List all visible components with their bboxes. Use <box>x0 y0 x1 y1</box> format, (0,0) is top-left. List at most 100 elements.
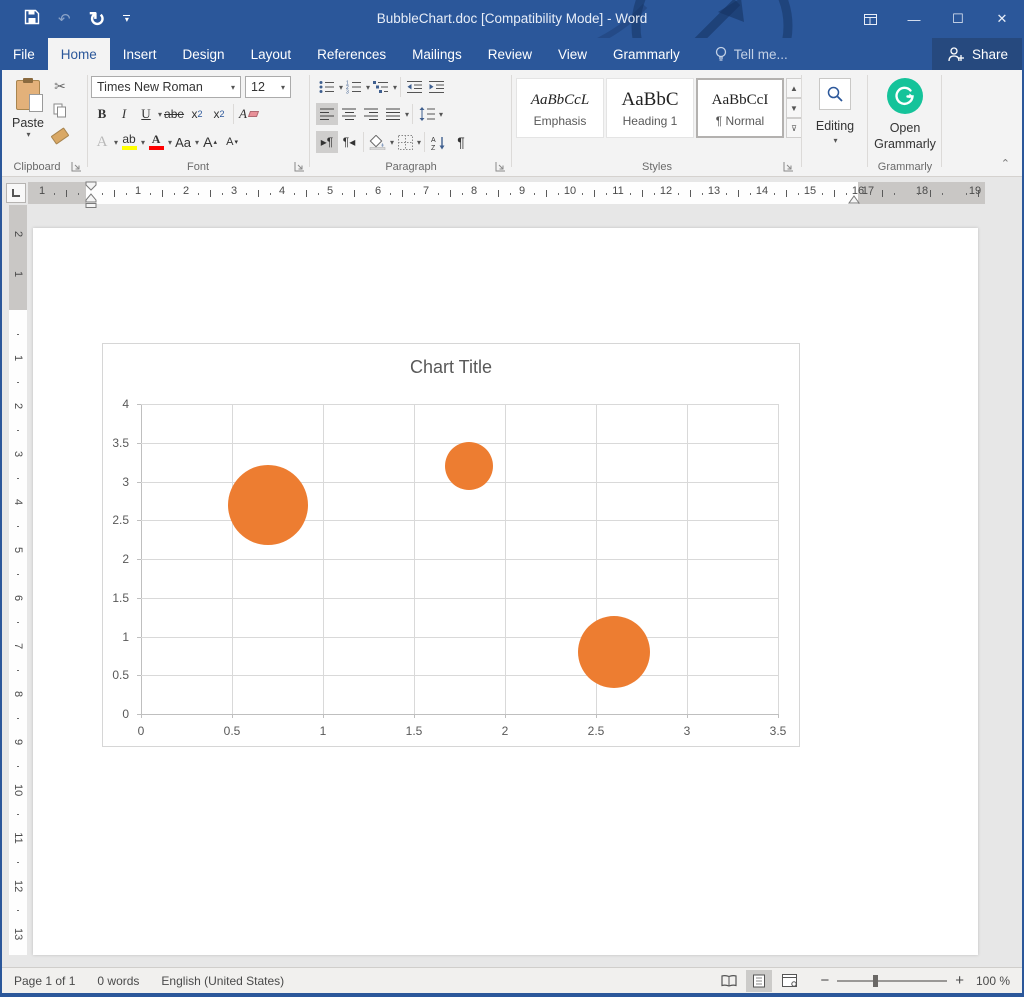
change-case-button[interactable]: Aa <box>175 134 191 150</box>
show-paragraph-marks-icon[interactable]: ¶ <box>457 134 465 150</box>
tab-references[interactable]: References <box>317 46 387 62</box>
chevron-down-icon[interactable]: ▾ <box>230 82 235 92</box>
editing-dropdown-arrow[interactable]: ▾ <box>833 136 838 145</box>
customize-quick-access-icon[interactable]: ▾ <box>123 15 131 24</box>
font-color-dropdown-arrow[interactable]: ▾ <box>168 137 173 147</box>
align-left-icon[interactable] <box>316 103 338 125</box>
numbering-dropdown-arrow[interactable]: ▾ <box>366 82 371 92</box>
tab-review[interactable]: Review <box>487 46 532 62</box>
tab-mailings[interactable]: Mailings <box>412 46 462 62</box>
zoom-level[interactable]: 100 % <box>975 973 1010 988</box>
line-spacing-icon[interactable] <box>416 103 438 125</box>
web-layout-icon[interactable] <box>776 970 802 992</box>
zoom-out-icon[interactable]: − <box>820 972 830 989</box>
underline-dropdown-arrow[interactable]: ▾ <box>158 109 163 119</box>
language-indicator[interactable]: English (United States) <box>161 973 285 988</box>
text-effects-dropdown-arrow[interactable]: ▾ <box>114 137 119 147</box>
grow-font-button[interactable]: A ▴ <box>203 134 217 150</box>
tab-design[interactable]: Design <box>182 46 225 62</box>
share-button[interactable]: Share <box>931 38 1024 70</box>
multilevel-list-icon[interactable] <box>370 76 392 98</box>
editing-button[interactable]: Editing ▾ <box>804 78 866 145</box>
shading-dropdown-arrow[interactable]: ▾ <box>390 137 395 147</box>
print-layout-icon[interactable] <box>746 969 773 992</box>
style-card-emphasis[interactable]: AaBbCcL Emphasis <box>516 78 604 138</box>
styles-scroll-down-icon[interactable]: ▼ <box>786 98 802 118</box>
tab-selector[interactable] <box>6 183 26 203</box>
first-line-indent-marker[interactable] <box>84 181 98 191</box>
zoom-slider[interactable] <box>837 974 948 987</box>
zoom-slider-thumb[interactable] <box>873 974 879 987</box>
shrink-font-button[interactable]: A ▾ <box>226 136 238 148</box>
read-mode-icon[interactable] <box>716 970 742 992</box>
redo-icon[interactable]: ↻ <box>88 8 106 31</box>
zoom-in-icon[interactable]: + <box>955 972 964 989</box>
text-effects-button[interactable]: A <box>96 133 108 150</box>
undo-icon[interactable]: ↶ <box>58 11 71 28</box>
chevron-down-icon[interactable]: ▾ <box>280 82 285 92</box>
clipboard-dialog-launcher-icon[interactable] <box>71 161 82 172</box>
multilevel-dropdown-arrow[interactable]: ▾ <box>393 82 398 92</box>
borders-dropdown-arrow[interactable]: ▾ <box>417 137 422 147</box>
maximize-icon[interactable]: ☐ <box>952 11 964 26</box>
tab-grammarly[interactable]: Grammarly <box>613 46 680 62</box>
bubble-chart[interactable]: Chart Title 0 0.5 1 1.5 2 2.5 3 3.5 0 0.5 1 1.5 2 2.5… <box>102 343 800 747</box>
font-dialog-launcher-icon[interactable] <box>294 161 305 172</box>
underline-button[interactable]: U <box>141 106 151 121</box>
tell-me-box[interactable]: Tell me... <box>693 38 796 70</box>
horizontal-ruler[interactable]: 1 1 2 3 4 5 6 7 8 9 10 11 12 13 14 15 16 17 18 19 <box>28 182 985 204</box>
vertical-ruler[interactable]: 2 1 1 2 3 4 5 6 7 8 9 10 11 12 13 <box>9 205 27 955</box>
increase-indent-icon[interactable] <box>426 76 448 98</box>
italic-button[interactable]: I <box>121 106 127 121</box>
save-icon[interactable] <box>24 9 40 30</box>
highlight-color-button[interactable]: ab <box>118 131 140 153</box>
decrease-indent-icon[interactable] <box>404 76 426 98</box>
clear-formatting-button[interactable]: A <box>237 103 260 125</box>
tab-file[interactable]: File <box>13 46 35 62</box>
styles-dialog-launcher-icon[interactable] <box>783 161 794 172</box>
align-right-icon[interactable] <box>360 103 382 125</box>
styles-scroll-up-icon[interactable]: ▲ <box>786 78 802 98</box>
left-to-right-paragraph-icon[interactable]: ▸¶ <box>316 131 338 153</box>
align-center-icon[interactable] <box>338 103 360 125</box>
font-size-combobox[interactable]: 12 ▾ <box>245 76 291 98</box>
collapse-ribbon-icon[interactable]: ⌃ <box>1000 158 1010 170</box>
shading-bucket-icon[interactable] <box>367 131 389 153</box>
right-indent-marker[interactable] <box>847 194 861 204</box>
style-card-heading1[interactable]: AaBbC Heading 1 <box>606 78 694 138</box>
right-to-left-paragraph-icon[interactable]: ¶◂ <box>342 135 356 149</box>
cut-icon[interactable]: ✂ <box>54 78 66 94</box>
paragraph-dialog-launcher-icon[interactable] <box>495 161 506 172</box>
change-case-dropdown-arrow[interactable]: ▾ <box>195 137 200 147</box>
word-count[interactable]: 0 words <box>97 973 140 988</box>
bold-button[interactable]: B <box>97 106 107 121</box>
line-spacing-dropdown-arrow[interactable]: ▾ <box>439 109 444 119</box>
borders-icon[interactable] <box>394 131 416 153</box>
tab-insert[interactable]: Insert <box>122 46 157 62</box>
hanging-indent-marker[interactable] <box>84 193 98 209</box>
font-color-button[interactable]: A <box>145 131 167 153</box>
font-name-combobox[interactable]: Times New Roman ▾ <box>91 76 241 98</box>
page-indicator[interactable]: Page 1 of 1 <box>14 973 76 988</box>
format-painter-icon[interactable] <box>50 127 70 145</box>
ribbon-display-options-icon[interactable] <box>848 0 892 38</box>
paste-dropdown-arrow[interactable]: ▾ <box>26 130 31 139</box>
open-grammarly-button[interactable]: Open Grammarly <box>870 78 940 152</box>
close-icon[interactable]: ✕ <box>996 11 1008 26</box>
tab-home[interactable]: Home <box>47 38 110 70</box>
paste-button[interactable]: Paste ▾ <box>6 76 50 168</box>
justify-dropdown-arrow[interactable]: ▾ <box>405 109 410 119</box>
bullets-dropdown-arrow[interactable]: ▾ <box>339 82 344 92</box>
tab-layout[interactable]: Layout <box>250 46 292 62</box>
strikethrough-button[interactable]: abe <box>164 107 185 121</box>
styles-more-icon[interactable]: ⊽ <box>786 118 802 138</box>
bullets-icon[interactable] <box>316 76 338 98</box>
highlight-dropdown-arrow[interactable]: ▾ <box>141 137 146 147</box>
copy-icon[interactable] <box>53 103 67 123</box>
justify-icon[interactable] <box>382 103 404 125</box>
style-card-normal[interactable]: AaBbCcI ¶ Normal <box>696 78 784 138</box>
